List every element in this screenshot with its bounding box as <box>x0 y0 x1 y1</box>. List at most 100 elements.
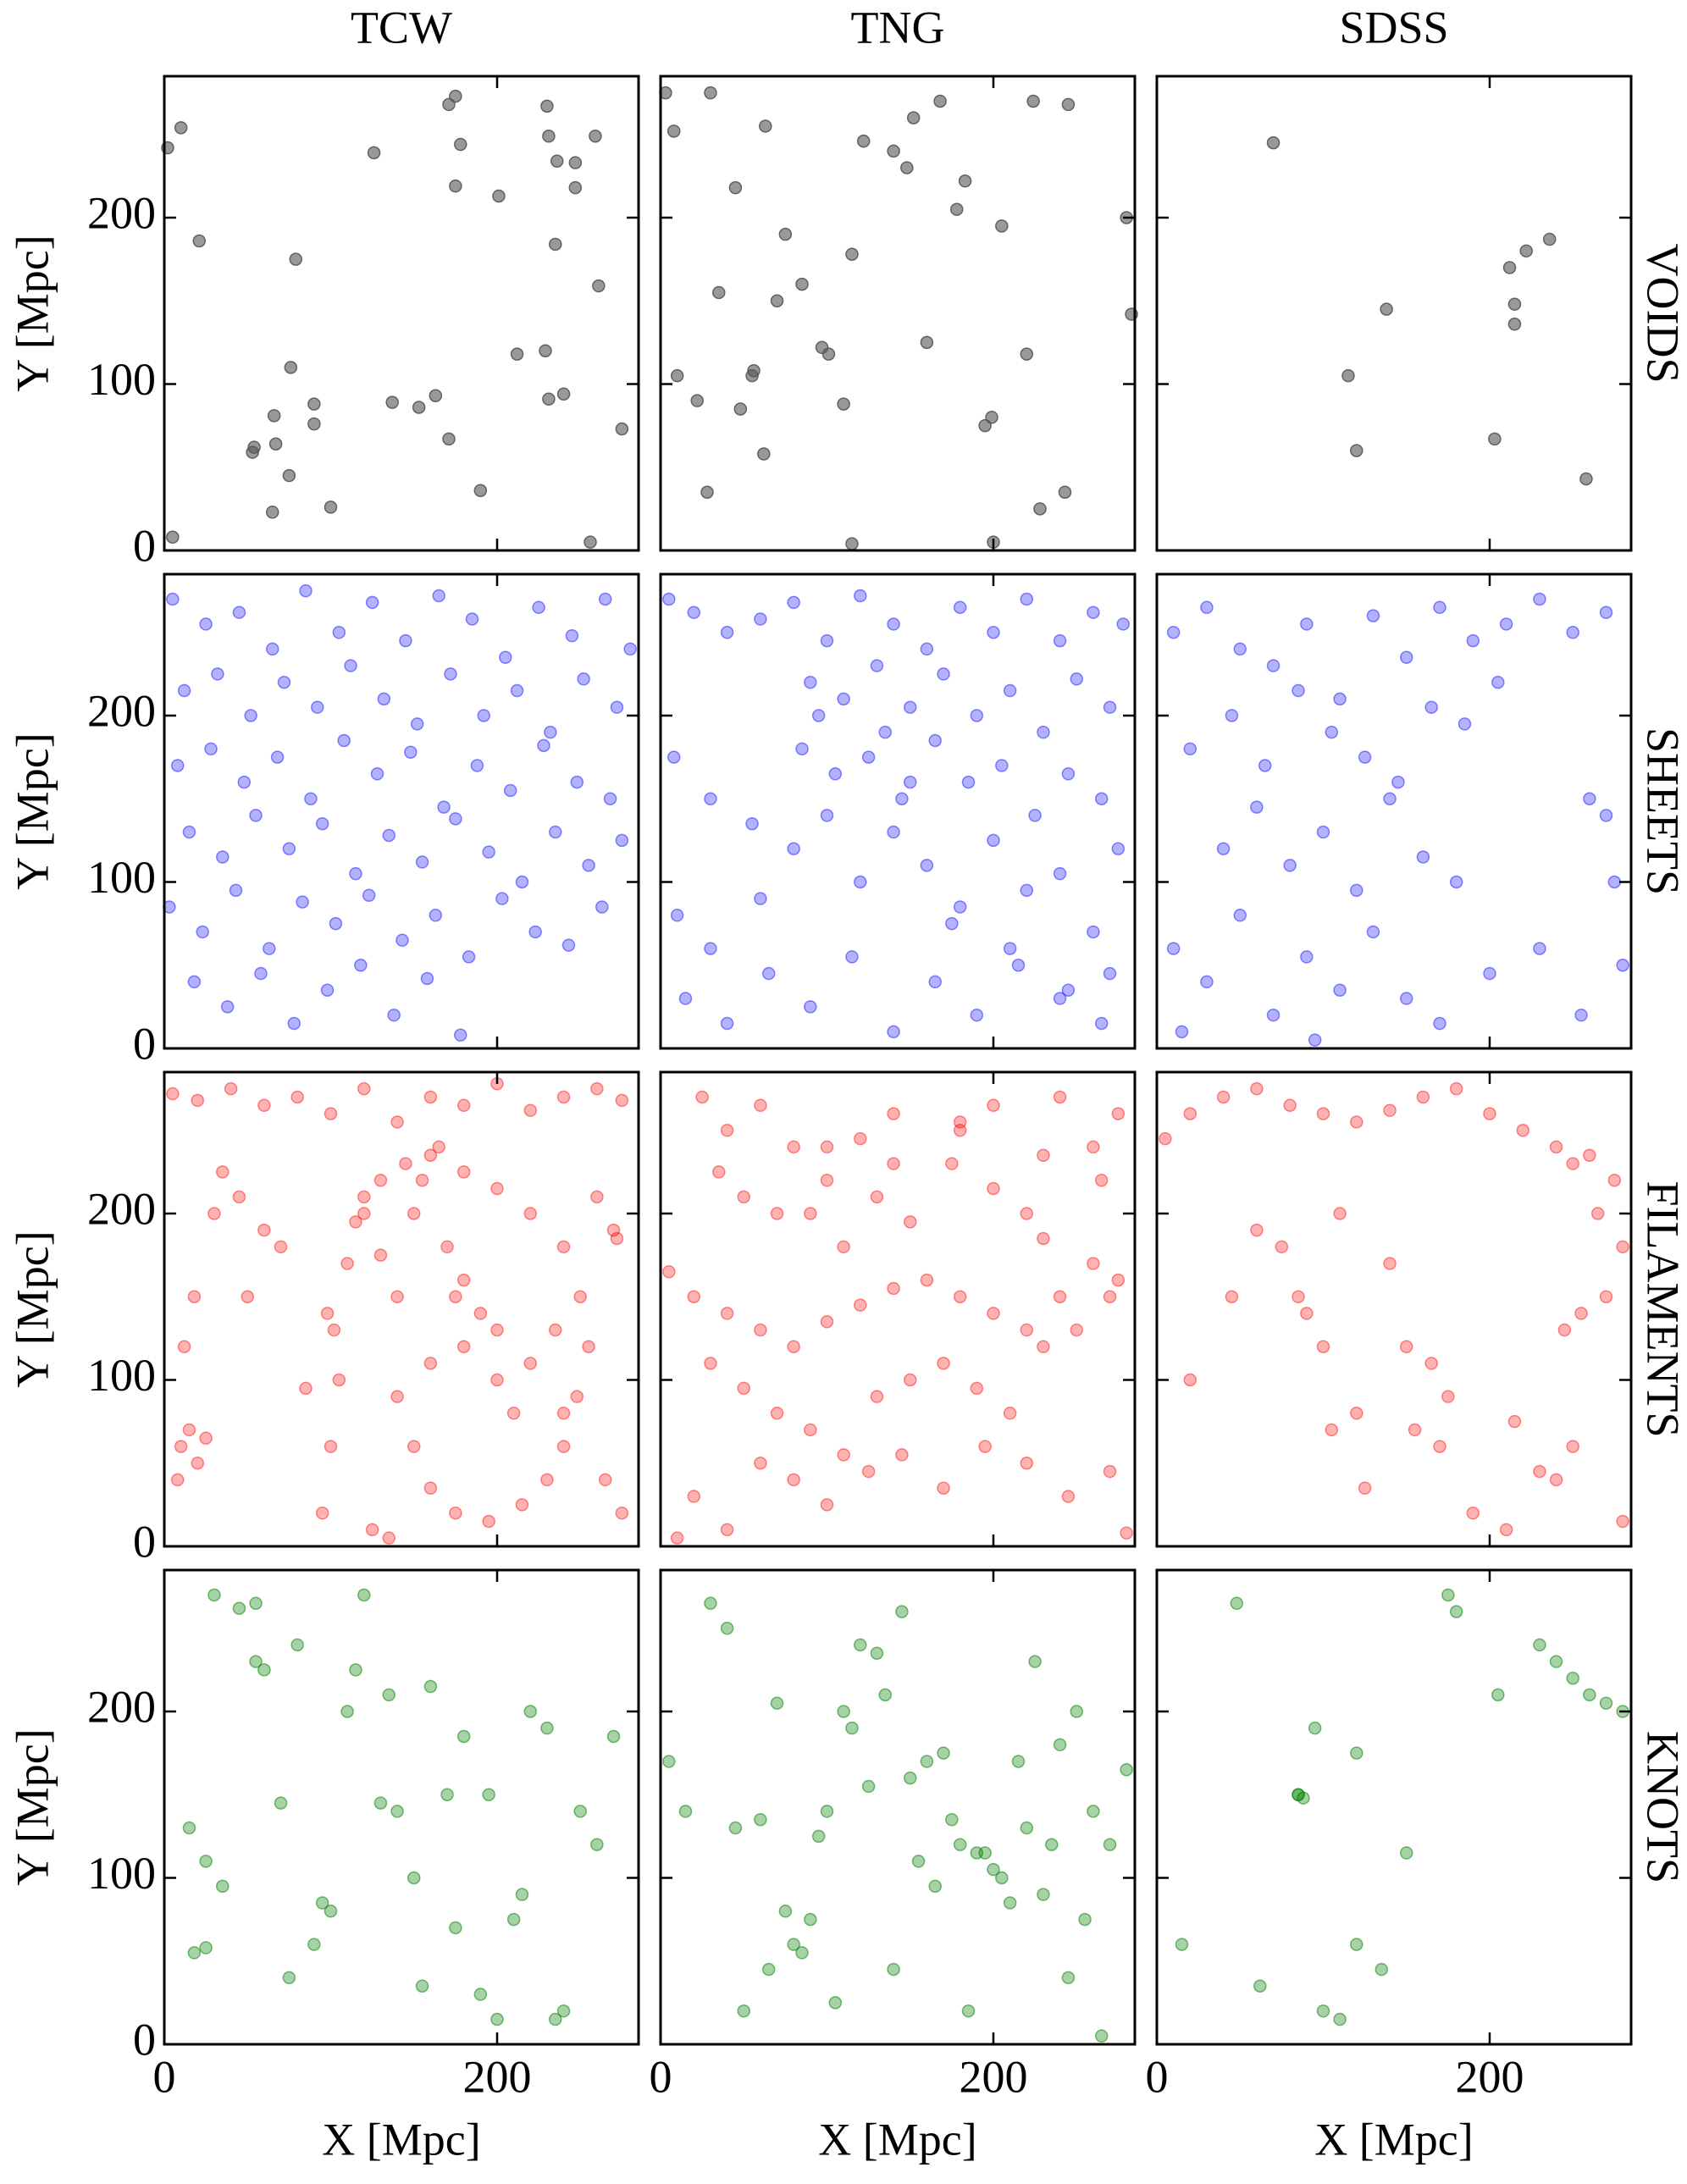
point <box>539 344 552 357</box>
point <box>299 583 313 598</box>
point <box>274 1796 288 1810</box>
point <box>582 1340 595 1353</box>
point <box>811 709 826 722</box>
point <box>477 709 491 722</box>
point <box>1325 725 1339 739</box>
point <box>1028 1655 1042 1668</box>
point <box>1087 1140 1100 1154</box>
point <box>187 1946 202 1960</box>
point <box>1292 1290 1305 1304</box>
y-tick-label: 100 <box>87 354 156 405</box>
point <box>778 227 793 241</box>
point <box>515 875 529 889</box>
point <box>556 387 571 401</box>
point <box>1094 1173 1109 1187</box>
point <box>712 1165 726 1179</box>
point <box>556 1240 571 1254</box>
point <box>920 1755 934 1768</box>
y-tick-label: 100 <box>87 1350 156 1401</box>
point <box>523 1705 538 1718</box>
point <box>282 468 296 483</box>
point <box>523 1103 538 1117</box>
point <box>953 1124 967 1137</box>
point <box>754 612 767 626</box>
point <box>1087 605 1100 619</box>
point <box>549 2012 562 2026</box>
point <box>1350 1938 1363 1951</box>
point <box>241 1290 254 1304</box>
point <box>1045 1838 1059 1851</box>
point <box>289 252 302 266</box>
plot-frame <box>1155 1070 1633 1548</box>
point <box>712 285 726 300</box>
point <box>1579 472 1593 486</box>
point <box>695 1090 709 1104</box>
point <box>804 1207 817 1220</box>
point <box>1103 1464 1117 1479</box>
plot-frame <box>163 572 640 1050</box>
point <box>568 180 583 195</box>
point <box>220 1000 235 1014</box>
point <box>589 129 602 143</box>
point <box>449 1290 462 1304</box>
point <box>970 1381 984 1396</box>
point <box>492 189 506 203</box>
point <box>928 733 942 748</box>
point <box>1183 1373 1197 1387</box>
point <box>1499 1523 1513 1537</box>
point <box>887 1157 900 1170</box>
point <box>687 1490 701 1503</box>
point <box>1449 875 1463 889</box>
column-title: TNG <box>851 2 945 53</box>
point <box>420 971 434 986</box>
point <box>770 294 784 308</box>
point <box>1053 866 1067 881</box>
point <box>937 1481 950 1495</box>
point <box>837 692 850 706</box>
point <box>1225 1290 1239 1304</box>
point <box>887 825 900 839</box>
y-tick-label: 100 <box>87 1848 156 1899</box>
point <box>456 1340 471 1353</box>
point <box>429 909 443 922</box>
point <box>1566 626 1579 639</box>
point <box>745 816 759 831</box>
point <box>895 792 909 806</box>
point <box>1020 1323 1034 1337</box>
point <box>720 1124 734 1137</box>
point <box>440 1788 454 1802</box>
point <box>311 700 324 714</box>
plot-frame <box>659 75 1137 552</box>
point <box>1616 1240 1629 1254</box>
point <box>1374 1962 1389 1977</box>
point <box>1111 1107 1126 1120</box>
point <box>854 1298 867 1312</box>
point <box>556 1407 571 1420</box>
point <box>232 605 246 619</box>
point <box>700 485 714 499</box>
point <box>606 1223 621 1237</box>
plot-frame <box>163 1070 640 1548</box>
point <box>1466 1506 1480 1520</box>
point <box>349 1215 362 1229</box>
point <box>399 1157 412 1170</box>
point <box>615 1093 629 1108</box>
point <box>1502 261 1517 274</box>
point <box>590 1190 604 1204</box>
point <box>615 422 629 436</box>
point <box>482 1788 495 1802</box>
row-title: VOIDS <box>1638 243 1687 383</box>
point <box>1258 759 1272 772</box>
y-axis-label: Y [Mpc] <box>7 1230 58 1387</box>
point <box>754 1457 767 1470</box>
point <box>754 1323 767 1337</box>
panel: 0 100 200 Y [Mpc] <box>7 572 640 1069</box>
point <box>540 1473 554 1487</box>
point <box>720 1523 734 1537</box>
point <box>1003 942 1017 955</box>
point <box>1507 1414 1522 1429</box>
point <box>549 237 562 252</box>
point <box>887 144 900 158</box>
point <box>1020 1821 1034 1835</box>
